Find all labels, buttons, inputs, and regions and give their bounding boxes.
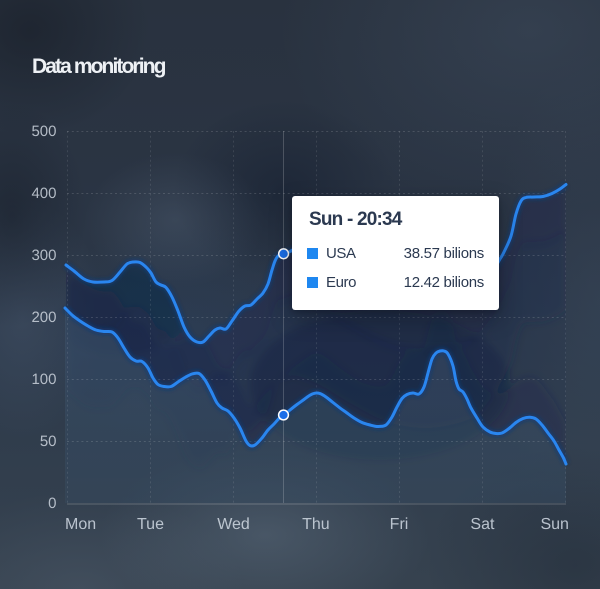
svg-text:Wed: Wed [217, 516, 250, 533]
svg-text:400: 400 [31, 185, 56, 202]
svg-text:Tue: Tue [137, 516, 164, 533]
svg-text:100: 100 [31, 371, 56, 388]
svg-text:50: 50 [40, 433, 57, 450]
svg-text:300: 300 [31, 247, 56, 264]
svg-text:Sat: Sat [470, 516, 495, 533]
svg-text:Mon: Mon [65, 516, 96, 533]
svg-text:200: 200 [31, 309, 56, 326]
svg-text:Thu: Thu [302, 516, 330, 533]
svg-text:Fri: Fri [390, 516, 409, 533]
svg-text:0: 0 [48, 495, 56, 512]
svg-text:Sun: Sun [540, 516, 568, 533]
svg-text:500: 500 [31, 123, 56, 140]
